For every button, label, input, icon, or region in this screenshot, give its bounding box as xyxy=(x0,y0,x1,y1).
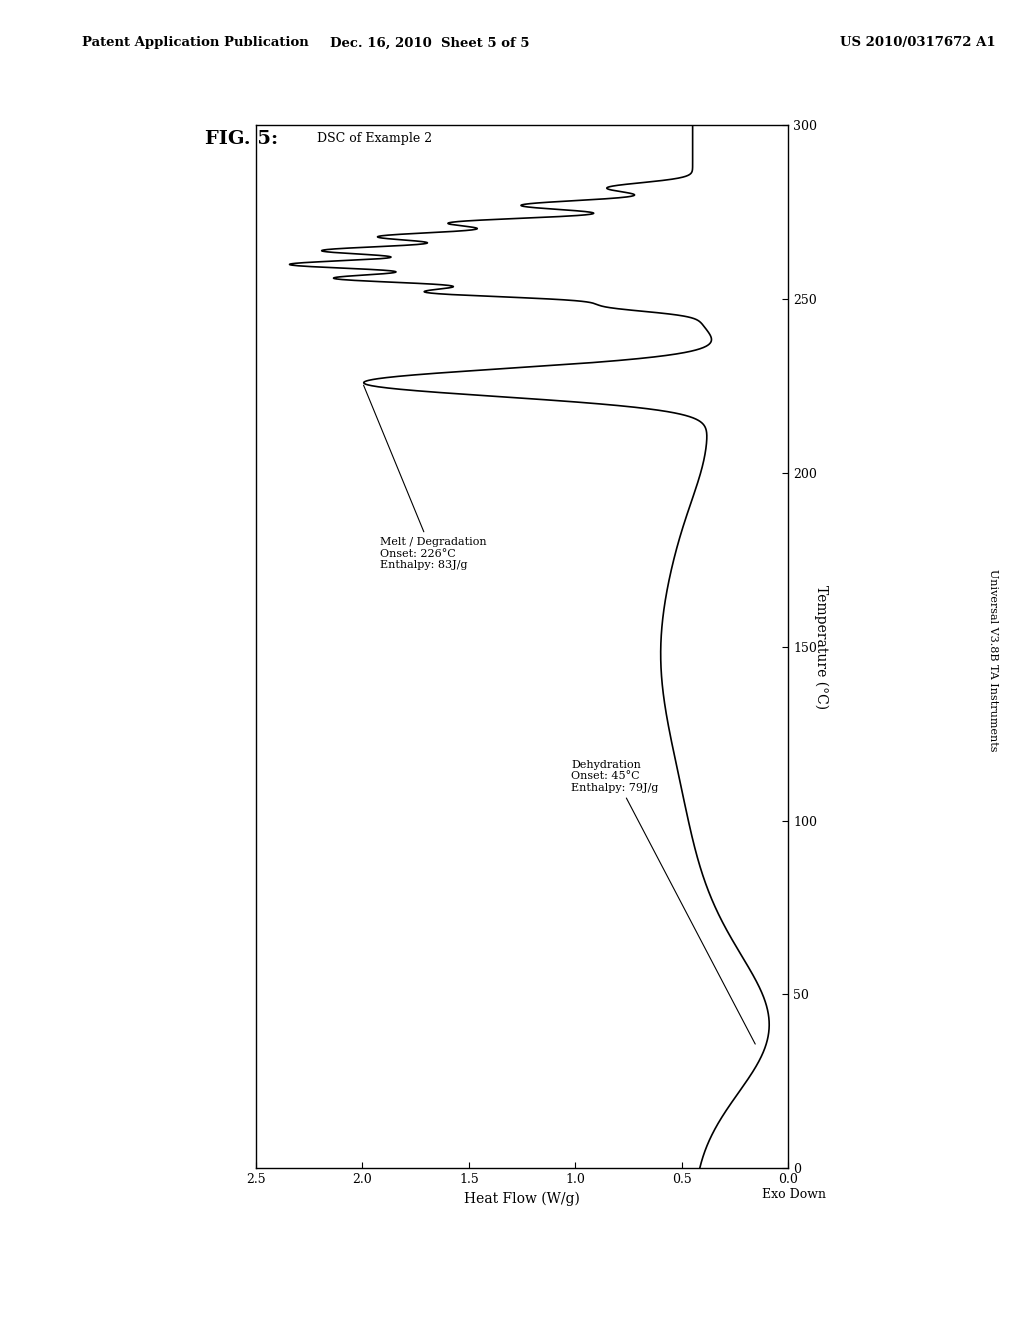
Text: DSC of Example 2: DSC of Example 2 xyxy=(317,132,432,145)
Y-axis label: Temperature (°C): Temperature (°C) xyxy=(814,585,828,709)
Text: Dehydration
Onset: 45°C
Enthalpy: 79J/g: Dehydration Onset: 45°C Enthalpy: 79J/g xyxy=(571,759,756,1044)
Text: Exo Down: Exo Down xyxy=(762,1188,825,1201)
Text: Patent Application Publication: Patent Application Publication xyxy=(82,37,308,49)
Text: Melt / Degradation
Onset: 226°C
Enthalpy: 83J/g: Melt / Degradation Onset: 226°C Enthalpy… xyxy=(364,385,486,570)
Text: US 2010/0317672 A1: US 2010/0317672 A1 xyxy=(840,37,995,49)
X-axis label: Heat Flow (W/g): Heat Flow (W/g) xyxy=(464,1192,581,1206)
Text: Universal V3.8B TA Instruments: Universal V3.8B TA Instruments xyxy=(988,569,998,751)
Text: Dec. 16, 2010  Sheet 5 of 5: Dec. 16, 2010 Sheet 5 of 5 xyxy=(331,37,529,49)
Text: FIG. 5:: FIG. 5: xyxy=(205,129,278,148)
